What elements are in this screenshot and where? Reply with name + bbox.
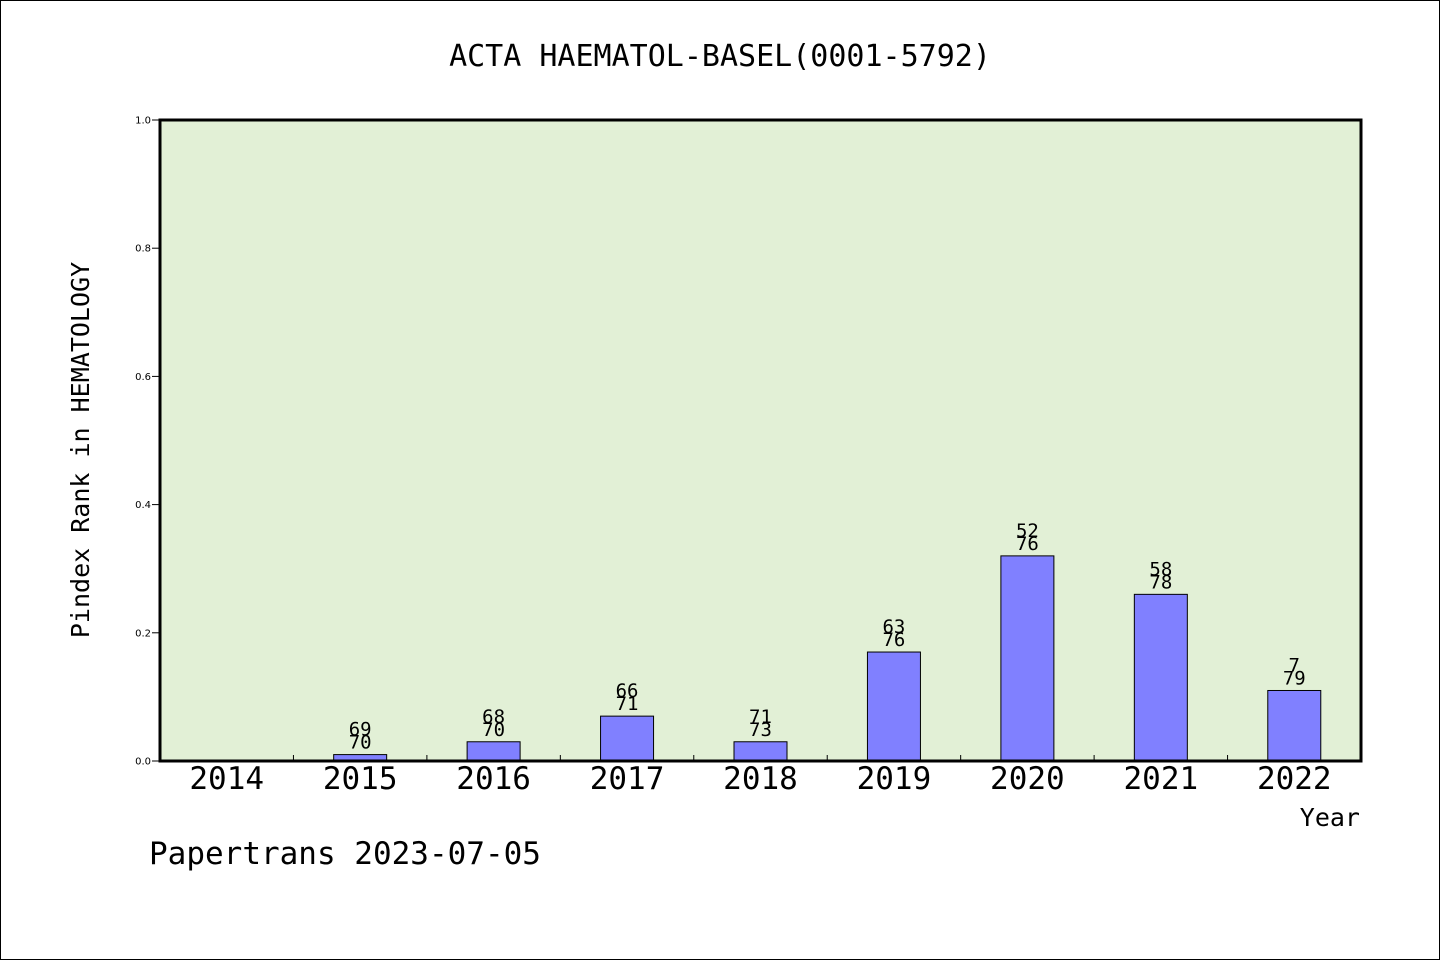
- footer-credit: Papertrans 2023-07-05: [149, 836, 541, 872]
- total-label-2016: 70: [482, 719, 505, 741]
- bar-2017: [600, 715, 655, 762]
- rank-label-2022: 7: [1289, 654, 1300, 676]
- x-tick-label-2016: 2016: [456, 761, 531, 797]
- x-tick-label-2018: 2018: [723, 761, 798, 797]
- x-tick-label-2015: 2015: [323, 761, 398, 797]
- rank-label-2020: 52: [1016, 520, 1039, 542]
- total-label-2022: 79: [1283, 667, 1306, 689]
- y-tick-label-4: 0.8: [135, 244, 151, 255]
- bar-2016: [466, 741, 521, 762]
- x-tick-label-2017: 2017: [590, 761, 665, 797]
- rank-label-2021: 58: [1149, 558, 1172, 580]
- rank-label-2018: 71: [749, 706, 772, 728]
- bar-2021: [1133, 593, 1188, 762]
- x-axis-label: Year: [1300, 803, 1360, 832]
- y-tick-label-0: 0.0: [135, 757, 151, 768]
- bar-2019: [866, 651, 921, 762]
- rank-label-2017: 66: [616, 680, 639, 702]
- x-tick-label-2022: 2022: [1257, 761, 1332, 797]
- y-tick-label-2: 0.4: [135, 500, 151, 511]
- y-tick-label-1: 0.2: [135, 628, 151, 639]
- bar-group: [333, 555, 1322, 762]
- total-label-2021: 78: [1149, 571, 1172, 593]
- bar-2020: [1000, 555, 1055, 762]
- x-tick-label-2021: 2021: [1124, 761, 1199, 797]
- y-tick-label-3: 0.6: [135, 372, 151, 383]
- y-axis: 0.0 0.2 0.4 0.6 0.8 1.0: [135, 116, 160, 768]
- total-label-2018: 73: [749, 719, 772, 741]
- rank-label-2019: 63: [882, 616, 905, 638]
- y-axis-label: Pindex Rank in HEMATOLOGY: [66, 262, 95, 638]
- bar-2018: [733, 741, 788, 762]
- x-axis: 2014 2015 2016 2017 2018 2019 2020 2021 2022: [189, 755, 1332, 797]
- total-label-2019: 76: [882, 629, 905, 651]
- chart-title: ACTA HAEMATOL-BASEL(0001-5792): [449, 39, 991, 74]
- total-label-2015: 70: [349, 732, 372, 754]
- rank-label-2016: 68: [482, 706, 505, 728]
- plot-frame: [158, 118, 1363, 763]
- y-tick-label-5: 1.0: [135, 116, 151, 127]
- bar-2022: [1267, 689, 1322, 762]
- total-label-2020: 76: [1016, 533, 1039, 555]
- x-tick-label-2019: 2019: [857, 761, 932, 797]
- total-label-2017: 71: [616, 693, 639, 715]
- x-tick-label-2020: 2020: [990, 761, 1065, 797]
- x-tick-label-2014: 2014: [189, 761, 264, 797]
- rank-label-2015: 69: [349, 719, 372, 741]
